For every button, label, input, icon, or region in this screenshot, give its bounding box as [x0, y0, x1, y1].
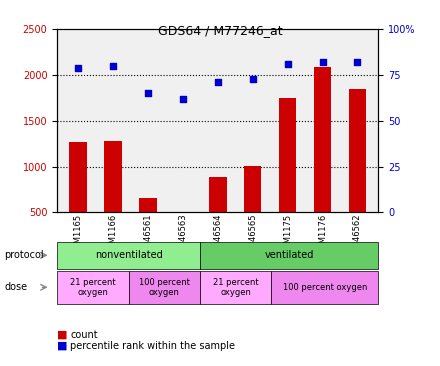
Point	[144, 90, 151, 96]
Bar	[244, 165, 261, 258]
Point	[249, 76, 256, 82]
Text: nonventilated: nonventilated	[95, 250, 162, 260]
Text: 100 percent oxygen: 100 percent oxygen	[282, 283, 367, 292]
Text: 21 percent
oxygen: 21 percent oxygen	[213, 277, 258, 297]
Point	[284, 61, 291, 67]
Text: protocol: protocol	[4, 250, 44, 260]
Text: ■: ■	[57, 330, 68, 340]
Bar	[279, 98, 297, 258]
Bar	[104, 141, 122, 258]
Text: 100 percent
oxygen: 100 percent oxygen	[139, 277, 190, 297]
Point	[75, 65, 82, 71]
Bar	[139, 198, 157, 258]
Bar	[70, 142, 87, 258]
Point	[180, 96, 187, 102]
Text: count: count	[70, 330, 98, 340]
Text: ■: ■	[57, 341, 68, 351]
Point	[354, 59, 361, 65]
Bar	[349, 89, 366, 258]
Bar	[174, 212, 191, 258]
Text: ventilated: ventilated	[264, 250, 314, 260]
Point	[319, 59, 326, 65]
Point	[110, 63, 117, 69]
Point	[214, 79, 221, 85]
Text: GDS64 / M77246_at: GDS64 / M77246_at	[158, 24, 282, 37]
Bar	[209, 177, 227, 258]
Bar	[314, 67, 331, 258]
Text: dose: dose	[4, 282, 28, 292]
Text: percentile rank within the sample: percentile rank within the sample	[70, 341, 235, 351]
Text: 21 percent
oxygen: 21 percent oxygen	[70, 277, 116, 297]
